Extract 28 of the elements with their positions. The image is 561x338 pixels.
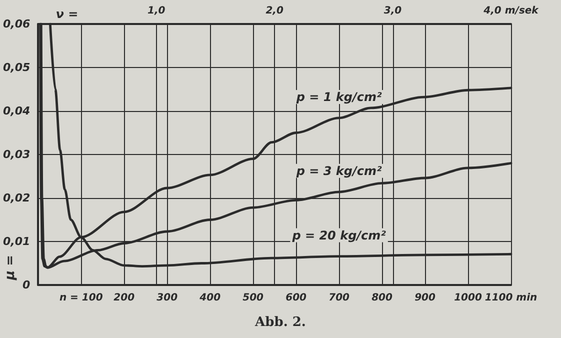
x-tick-label: 600 xyxy=(286,292,307,304)
x2-tick-label: 1,0 xyxy=(147,6,166,16)
x-tick-label: 400 xyxy=(198,292,221,304)
x2-tick-label: 3,0 xyxy=(384,6,402,16)
y-tick-label: 0,05 xyxy=(3,61,30,74)
x-tick-label: 200 xyxy=(114,292,135,304)
x-tick-label: n = 100 xyxy=(59,292,103,304)
x2-axis-title: ν = xyxy=(56,7,78,21)
x2-tick-label: 4,0 m/sek xyxy=(482,6,540,16)
series-label: p = 1 kg/cm² xyxy=(295,90,382,104)
series-label: p = 20 kg/cm² xyxy=(291,228,387,242)
x-tick-label: 700 xyxy=(328,292,350,304)
y-axis-title: μ = xyxy=(3,255,18,281)
y-tick-label: 0,04 xyxy=(3,104,30,118)
x-tick-label: 1100 min xyxy=(484,292,538,304)
x2-tick-label: 2,0 xyxy=(266,6,284,16)
x-tick-label: 900 xyxy=(414,292,436,304)
x-tick-label: 300 xyxy=(156,292,178,304)
x-tick-label: 800 xyxy=(372,292,393,304)
x-tick-label: 500 xyxy=(242,292,264,304)
y-tick-label: 0,06 xyxy=(3,18,30,30)
y-tick-label: 0 xyxy=(22,278,30,292)
y-tick-label: 0,01 xyxy=(3,235,30,248)
series-label: p = 3 kg/cm² xyxy=(295,164,382,178)
caption: Abb. 2. xyxy=(254,315,306,330)
y-tick-label: 0,02 xyxy=(3,192,30,204)
y-tick-label: 0,03 xyxy=(3,148,30,161)
x-tick-label: 1000 xyxy=(454,292,482,304)
